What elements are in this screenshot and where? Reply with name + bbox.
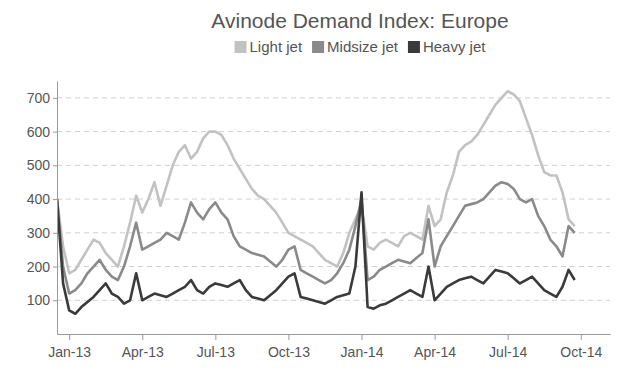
legend-item: Midsize jet <box>312 38 399 55</box>
grid-line <box>57 266 610 267</box>
y-tick-mark <box>53 300 57 301</box>
legend-swatch <box>312 41 324 53</box>
y-tick: 200 <box>27 259 57 275</box>
y-tick-label: 700 <box>27 90 51 106</box>
x-tick-mark <box>508 334 509 340</box>
x-tick-mark <box>288 334 289 340</box>
y-tick-mark <box>53 98 57 99</box>
grid-line <box>57 97 610 98</box>
x-tick: Oct-14 <box>560 334 602 360</box>
x-tick-mark <box>215 334 216 340</box>
plot-area <box>57 91 575 314</box>
grid-line <box>57 131 610 132</box>
y-tick: 300 <box>27 225 57 241</box>
x-tick-mark <box>69 334 70 340</box>
x-tick-label: Oct-13 <box>268 344 310 360</box>
y-axis-line <box>57 82 58 335</box>
y-tick-mark <box>53 199 57 200</box>
y-tick: 400 <box>27 191 57 207</box>
y-tick-label: 100 <box>27 292 51 308</box>
x-tick-label: Jan-13 <box>48 344 91 360</box>
x-tick: Oct-13 <box>268 334 310 360</box>
chart-title: Avinode Demand Index: Europe <box>211 9 508 32</box>
y-tick-label: 400 <box>27 191 51 207</box>
x-tick: Jan-13 <box>48 334 91 360</box>
chart: Avinode Demand Index: Europe 100 200 300 400… <box>0 0 624 380</box>
grid-line <box>57 232 610 233</box>
x-tick: Jan-14 <box>341 334 384 360</box>
x-tick-label: Apr-14 <box>414 344 456 360</box>
grid <box>57 98 610 300</box>
x-tick-mark <box>435 334 436 340</box>
y-tick-mark <box>53 267 57 268</box>
y-tick-label: 200 <box>27 259 51 275</box>
x-tick-mark <box>581 334 582 340</box>
x-tick-mark <box>142 334 143 340</box>
legend-swatch <box>235 41 247 53</box>
y-tick-mark <box>53 165 57 166</box>
legend-item: Heavy jet <box>408 38 486 55</box>
grid-line <box>57 199 610 200</box>
x-tick-label: Oct-14 <box>560 344 602 360</box>
x-tick: Jul-13 <box>197 334 235 360</box>
y-tick-label: 300 <box>27 225 51 241</box>
x-tick-label: Apr-13 <box>122 344 164 360</box>
y-tick: 100 <box>27 292 57 308</box>
y-tick-label: 600 <box>27 124 51 140</box>
x-tick-label: Jan-14 <box>341 344 384 360</box>
x-tick-mark <box>362 334 363 340</box>
legend-label: Light jet <box>250 38 303 55</box>
grid-line <box>57 165 610 166</box>
x-tick-label: Jul-14 <box>489 344 527 360</box>
legend-label: Midsize jet <box>327 38 399 55</box>
legend-swatch <box>408 41 420 53</box>
y-tick-mark <box>53 233 57 234</box>
x-tick: Jul-14 <box>489 334 527 360</box>
y-tick: 700 <box>27 90 57 106</box>
x-tick: Apr-13 <box>122 334 164 360</box>
x-tick: Apr-14 <box>414 334 456 360</box>
y-axis: 100 200 300 400 500 600 700 <box>27 82 58 335</box>
x-axis: Jan-13 Apr-13 Jul-13 Oct-13 Jan-14 Apr-14 Jul-… <box>48 334 610 360</box>
legend: Light jet Midsize jet Heavy jet <box>235 38 487 55</box>
series-line <box>57 91 575 273</box>
x-axis-line <box>58 334 611 335</box>
legend-label: Heavy jet <box>423 38 486 55</box>
y-tick: 600 <box>27 124 57 140</box>
y-tick: 500 <box>27 157 57 173</box>
y-tick-label: 500 <box>27 157 51 173</box>
x-tick-label: Jul-13 <box>197 344 235 360</box>
series-line <box>57 192 575 313</box>
y-tick-mark <box>53 132 57 133</box>
legend-item: Light jet <box>235 38 303 55</box>
